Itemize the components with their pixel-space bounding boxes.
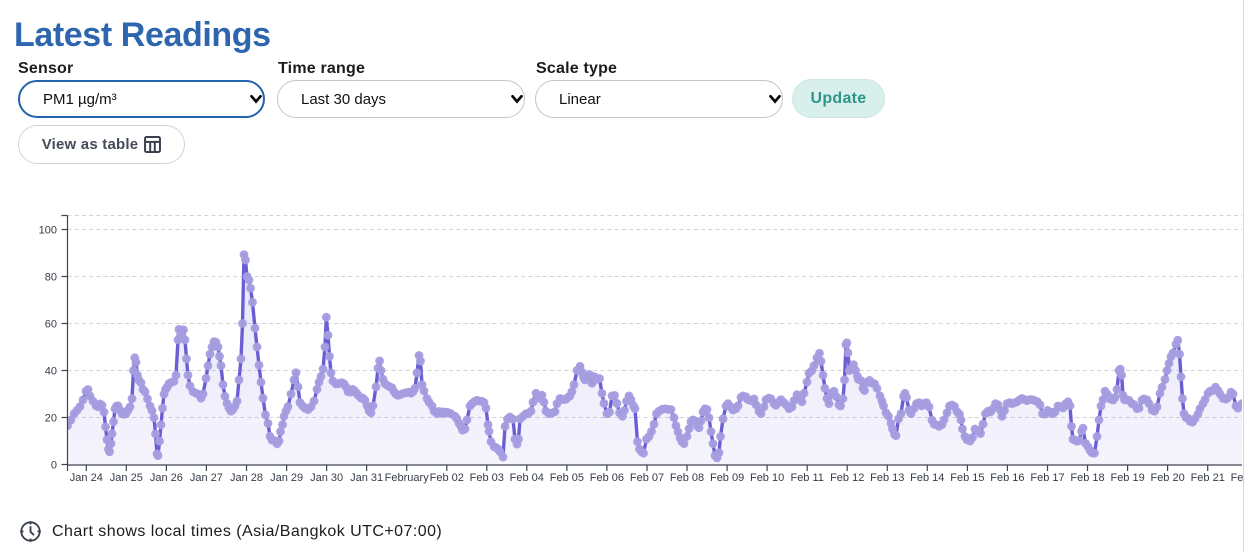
svg-text:Feb 04: Feb 04	[510, 472, 544, 484]
svg-text:Jan 25: Jan 25	[110, 472, 143, 484]
svg-text:February: February	[385, 472, 430, 484]
svg-text:Jan 30: Jan 30	[310, 472, 343, 484]
svg-text:Feb 06: Feb 06	[590, 472, 624, 484]
svg-text:Feb 13: Feb 13	[870, 472, 904, 484]
svg-text:Jan 28: Jan 28	[230, 472, 263, 484]
svg-text:Feb 22: Feb 22	[1231, 472, 1260, 484]
svg-text:Feb 08: Feb 08	[670, 472, 704, 484]
svg-text:Feb 17: Feb 17	[1030, 472, 1064, 484]
svg-text:Feb 14: Feb 14	[910, 472, 944, 484]
svg-text:20: 20	[45, 412, 57, 424]
svg-text:60: 60	[45, 318, 57, 330]
svg-text:Jan 29: Jan 29	[270, 472, 303, 484]
svg-text:Feb 05: Feb 05	[550, 472, 584, 484]
svg-text:Feb 16: Feb 16	[990, 472, 1024, 484]
svg-text:Feb 09: Feb 09	[710, 472, 744, 484]
svg-text:Feb 03: Feb 03	[470, 472, 504, 484]
svg-text:Feb 12: Feb 12	[830, 472, 864, 484]
svg-text:Jan 24: Jan 24	[70, 472, 103, 484]
svg-text:Feb 19: Feb 19	[1110, 472, 1144, 484]
svg-text:Jan 26: Jan 26	[150, 472, 183, 484]
svg-text:0: 0	[51, 459, 57, 471]
svg-text:40: 40	[45, 365, 57, 377]
svg-text:Feb 21: Feb 21	[1191, 472, 1225, 484]
svg-text:Feb 10: Feb 10	[750, 472, 784, 484]
svg-text:80: 80	[45, 271, 57, 283]
svg-text:Feb 11: Feb 11	[790, 472, 823, 484]
svg-text:100: 100	[39, 224, 57, 236]
svg-text:Feb 15: Feb 15	[950, 472, 984, 484]
svg-text:Jan 31: Jan 31	[350, 472, 383, 484]
svg-text:Jan 27: Jan 27	[190, 472, 223, 484]
svg-text:Feb 18: Feb 18	[1070, 472, 1104, 484]
svg-text:Feb 20: Feb 20	[1150, 472, 1184, 484]
svg-text:Feb 07: Feb 07	[630, 472, 664, 484]
svg-text:Feb 02: Feb 02	[430, 472, 464, 484]
